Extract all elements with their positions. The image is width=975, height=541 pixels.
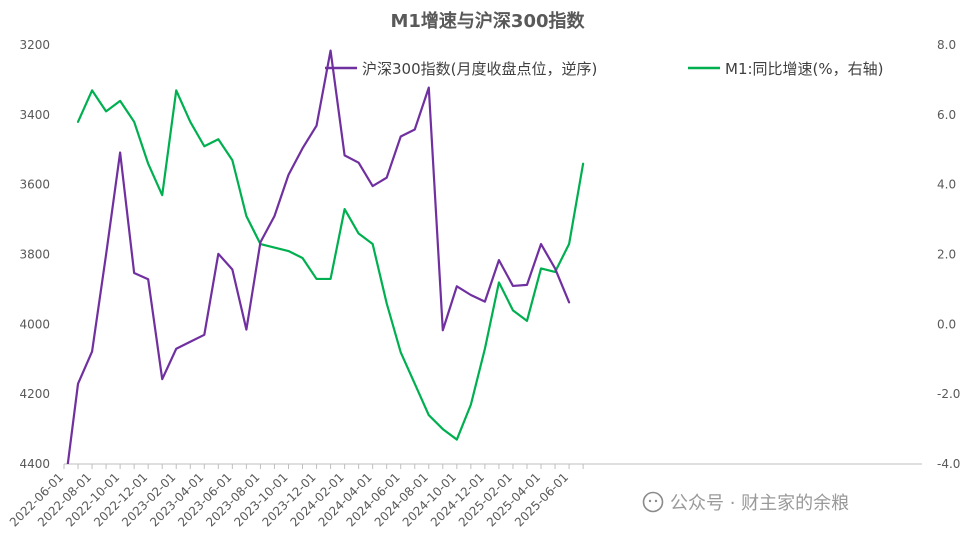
series-line-index [66,49,571,464]
right-y-tick-label: 6.0 [937,108,956,122]
right-y-tick-label: 8.0 [937,38,956,52]
legend-label-m1: M1:同比增速(%，右轴) [725,60,884,78]
watermark-text: 公众号 · 财主家的余粮 [670,493,849,514]
left-y-tick-label: 4400 [19,457,50,471]
left-y-tick-label: 3400 [19,108,50,122]
right-y-tick-label: 4.0 [937,178,956,192]
plot-area [66,49,585,464]
left-y-tick-label: 3800 [19,248,50,262]
series-line-m1 [76,89,585,441]
left-y-tick-label: 3200 [19,38,50,52]
axes-group: 2022-06-012022-08-012022-10-012022-12-01… [7,38,961,529]
right-y-tick-label: -2.0 [937,387,960,401]
chart-title: M1增速与沪深300指数 [390,10,585,32]
right-y-tick-label: -4.0 [937,457,960,471]
left-y-tick-label: 4200 [19,387,50,401]
left-y-tick-label: 3600 [19,178,50,192]
legend-label-index: 沪深300指数(月度收盘点位，逆序) [362,60,597,78]
right-y-tick-label: 2.0 [937,248,956,262]
right-y-tick-label: 0.0 [937,317,956,331]
left-y-tick-label: 4000 [19,317,50,331]
watermark: 公众号 · 财主家的余粮 [642,491,849,514]
legend: 沪深300指数(月度收盘点位，逆序) M1:同比增速(%，右轴) [325,60,884,78]
wechat-icon [642,491,664,513]
